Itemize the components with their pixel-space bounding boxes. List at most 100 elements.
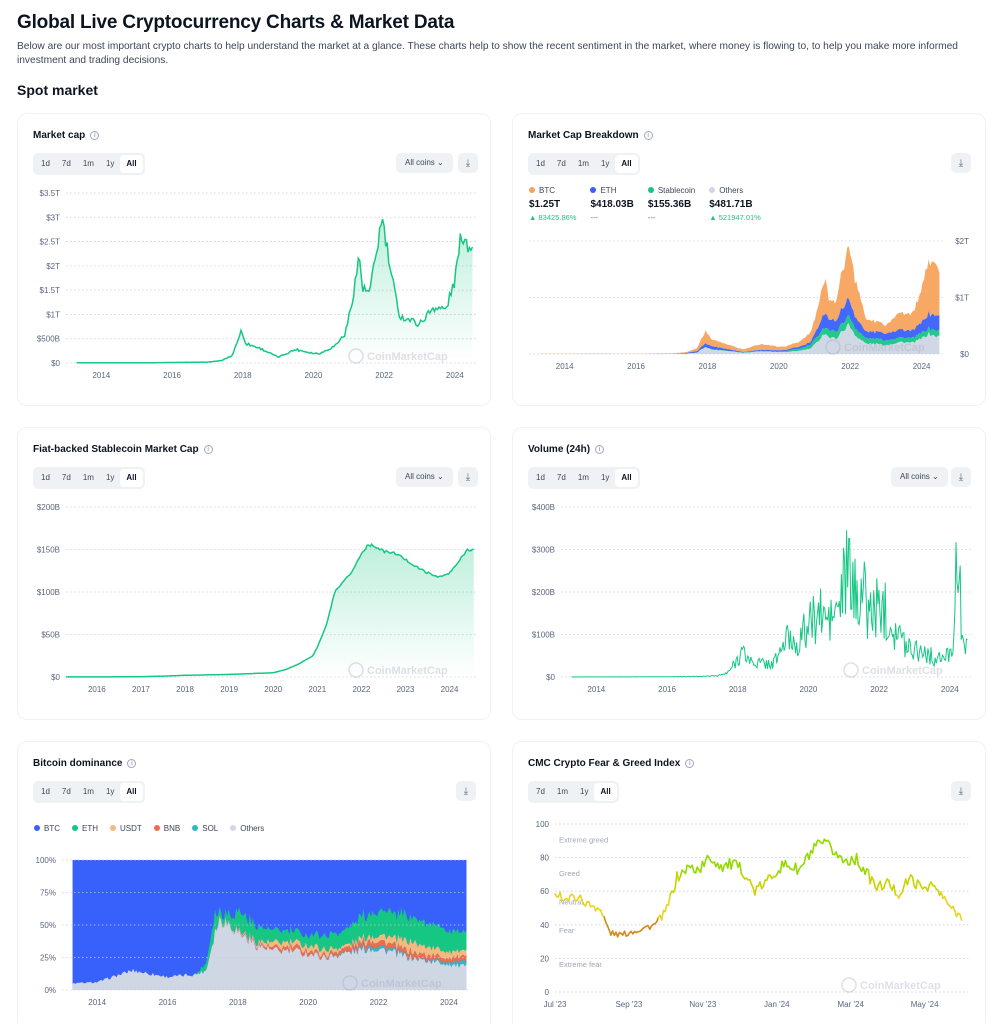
range-7d[interactable]: 7d xyxy=(536,787,545,796)
range-all[interactable]: All xyxy=(120,783,143,801)
series-segment xyxy=(588,901,592,908)
range-7d[interactable]: 7d xyxy=(61,473,71,482)
range-1m[interactable]: 1m xyxy=(577,473,589,482)
page-description: Below are our most important crypto char… xyxy=(17,41,958,66)
info-icon[interactable]: i xyxy=(685,759,695,768)
range-7d[interactable]: 7d xyxy=(556,473,566,482)
series-segment xyxy=(754,885,758,896)
range-1y[interactable]: 1y xyxy=(580,787,589,796)
series-segment xyxy=(815,839,819,847)
card-title-text: Market cap xyxy=(33,130,86,141)
legend-dot xyxy=(230,825,237,831)
x-tick-label: 2018 xyxy=(729,685,747,694)
legend-stablecoin[interactable]: Stablecoin $155.36B --- xyxy=(647,186,695,222)
zone-label: Neutral xyxy=(559,898,584,907)
range-1d[interactable]: 1d xyxy=(41,159,50,168)
download-icon[interactable]: ⤓ xyxy=(458,467,478,487)
y-tick-label: 25% xyxy=(40,954,56,963)
legend-eth[interactable]: ETH $418.03B --- xyxy=(590,186,634,222)
range-1y[interactable]: 1y xyxy=(105,473,115,482)
download-icon[interactable]: ⤓ xyxy=(951,467,971,487)
legend-sol[interactable]: SOL xyxy=(192,824,218,833)
y-tick-label: $200B xyxy=(37,503,60,512)
info-icon[interactable]: i xyxy=(90,131,100,140)
legend-btc[interactable]: BTC xyxy=(34,824,60,833)
dropdown-label: All coins xyxy=(405,472,435,481)
series-segment xyxy=(559,891,563,901)
download-icon[interactable]: ⤓ xyxy=(951,781,971,801)
range-7d[interactable]: 7d xyxy=(556,159,566,168)
range-1d[interactable]: 1d xyxy=(536,159,545,168)
range-1m[interactable]: 1m xyxy=(556,787,569,796)
range-all[interactable]: All xyxy=(120,469,143,487)
range-1d[interactable]: 1d xyxy=(41,473,50,482)
dominance-chart[interactable]: 0% 25% 50% 75% 100% 2014 2016 2018 2020 2022 2024 C… xyxy=(18,844,492,1024)
legend-value: $481.71B xyxy=(709,199,753,210)
y-tick-label: $2T xyxy=(955,237,969,246)
info-icon[interactable]: i xyxy=(595,445,605,454)
legend-bnb[interactable]: BNB xyxy=(153,824,180,833)
fear-greed-chart[interactable]: 0 20 40 60 80 100 Jul '23 Sep '23 Nov '23 Jan '24… xyxy=(513,810,987,1024)
watermark-logo-icon xyxy=(825,339,841,355)
x-tick-label: 2022 xyxy=(375,371,393,380)
range-all[interactable]: All xyxy=(615,469,638,487)
download-icon[interactable]: ⤓ xyxy=(458,153,478,173)
range-all[interactable]: All xyxy=(615,155,638,173)
range-1m[interactable]: 1m xyxy=(82,159,94,168)
watermark: CoinMarketCap xyxy=(843,662,943,678)
series-area-others xyxy=(539,323,940,354)
series-segment xyxy=(579,894,583,902)
range-1m[interactable]: 1m xyxy=(577,159,589,168)
market-cap-chart[interactable]: $0 $500B $1T $1.5T $2T $2.5T $3T $3.5T 2014 2016 2… xyxy=(18,177,492,407)
y-tick-label: 0 xyxy=(545,988,550,997)
series-segment xyxy=(699,860,704,874)
card-title-text: CMC Crypto Fear & Greed Index xyxy=(528,758,681,769)
series-segment xyxy=(830,846,834,856)
series-segment xyxy=(703,858,707,868)
legend-label: ETH xyxy=(82,824,98,833)
range-1d[interactable]: 1d xyxy=(536,473,545,482)
range-1m[interactable]: 1m xyxy=(82,473,94,482)
range-1y[interactable]: 1y xyxy=(105,787,115,796)
x-tick-label: 2018 xyxy=(234,371,252,380)
series-line xyxy=(571,530,968,678)
info-icon[interactable]: i xyxy=(203,445,213,454)
legend-label: BTC xyxy=(44,824,60,833)
range-1y[interactable]: 1y xyxy=(600,473,610,482)
y-tick-label: $300B xyxy=(532,546,555,555)
legend-btc[interactable]: BTC $1.25T ▲ 83425.86% xyxy=(529,186,576,222)
range-7d[interactable]: 7d xyxy=(61,787,71,796)
x-tick-label: 2018 xyxy=(699,362,717,371)
range-all[interactable]: All xyxy=(120,155,143,173)
all-coins-dropdown[interactable]: All coins ⌄ xyxy=(396,153,453,173)
download-icon[interactable]: ⤓ xyxy=(456,781,476,801)
series-segment xyxy=(603,916,607,923)
series-segment xyxy=(828,841,833,849)
download-icon[interactable]: ⤓ xyxy=(951,153,971,173)
y-tick-label: $400B xyxy=(532,503,555,512)
range-1y[interactable]: 1y xyxy=(600,159,610,168)
range-1y[interactable]: 1y xyxy=(105,159,115,168)
range-1d[interactable]: 1d xyxy=(41,787,50,796)
legend-usdt[interactable]: USDT xyxy=(110,824,142,833)
series-segment xyxy=(784,859,788,868)
legend-change: --- xyxy=(647,213,656,222)
range-1m[interactable]: 1m xyxy=(82,787,94,796)
all-coins-dropdown[interactable]: All coins ⌄ xyxy=(891,467,948,487)
legend-others[interactable]: Others xyxy=(230,824,264,833)
stablecoin-chart[interactable]: $0 $50B $100B $150B $200B 2016 2017 2018 2019 202… xyxy=(18,491,492,721)
legend-others[interactable]: Others $481.71B ▲ 521947.01% xyxy=(709,186,761,222)
x-tick-label: 2022 xyxy=(370,998,388,1007)
info-icon[interactable]: i xyxy=(127,759,137,768)
volume-chart[interactable]: $0 $100B $200B $300B $400B 2014 2016 2018 2020 20… xyxy=(513,491,987,721)
series-segment xyxy=(940,891,944,900)
range-all[interactable]: All xyxy=(594,783,617,801)
watermark-text: CoinMarketCap xyxy=(862,665,943,677)
range-7d[interactable]: 7d xyxy=(61,159,71,168)
breakdown-chart[interactable]: $0 $1T $2T 2014 2016 2018 2020 2022 2024 CoinMark… xyxy=(513,237,987,407)
y-tick-label: $500B xyxy=(37,335,60,344)
info-icon[interactable]: i xyxy=(643,131,653,140)
legend-eth[interactable]: ETH xyxy=(72,824,98,833)
all-coins-dropdown[interactable]: All coins ⌄ xyxy=(396,467,453,487)
series-segment xyxy=(887,879,892,888)
